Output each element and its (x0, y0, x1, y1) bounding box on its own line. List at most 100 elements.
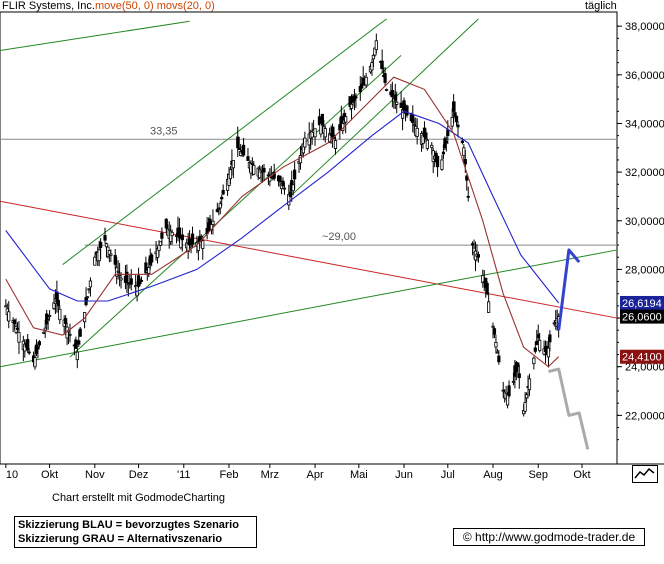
candle-body (536, 334, 540, 338)
candle-body (88, 280, 93, 288)
candlestick (113, 249, 117, 270)
candlestick (272, 163, 276, 181)
candle-body (17, 331, 21, 343)
candle-body (415, 127, 419, 137)
price-label-bg (620, 349, 664, 364)
candlestick (320, 113, 324, 126)
candle-body (465, 175, 469, 181)
candle-body (241, 144, 246, 156)
candlestick (411, 105, 415, 133)
candle-body (250, 163, 254, 166)
candle-body (77, 340, 81, 345)
candle-body (303, 137, 307, 148)
candle-body (164, 218, 168, 229)
candle-body (507, 385, 511, 397)
candlestick (380, 49, 384, 74)
candle-body (116, 270, 120, 273)
candlestick (323, 125, 327, 143)
candle-body (430, 144, 434, 148)
candlestick (476, 251, 481, 263)
candlestick (136, 267, 141, 289)
candle-body (288, 191, 292, 197)
candle-body (78, 328, 82, 337)
candle-body (405, 105, 409, 116)
candle-body (425, 139, 429, 149)
chart-credit: Chart erstellt mit GodmodeCharting (52, 492, 226, 504)
candlestick (415, 118, 419, 145)
candle-body (282, 187, 287, 190)
candle-body (495, 351, 499, 354)
price-label-bg (620, 309, 664, 324)
candle-body (460, 140, 464, 143)
candle-body (374, 40, 378, 51)
candlestick (158, 241, 163, 247)
candlestick (310, 122, 314, 145)
candle-body (231, 160, 235, 169)
website-link[interactable]: © http://www.godmode-trader.de (453, 528, 645, 546)
candle-body (246, 156, 250, 161)
candle-body (180, 234, 184, 241)
x-tick-label: Mai (350, 469, 368, 481)
x-tick-label: Dez (129, 469, 149, 481)
candle-body (546, 347, 551, 358)
candle-body (158, 241, 163, 246)
candle-body (494, 341, 498, 348)
candlestick (374, 33, 378, 54)
candle-body (532, 357, 536, 365)
candlestick (109, 249, 113, 262)
candle-body (535, 340, 539, 345)
candlestick (361, 66, 365, 86)
candlestick (303, 131, 307, 150)
candle-body (27, 351, 31, 354)
candlestick (454, 115, 459, 126)
candle-body (252, 164, 256, 175)
candle-body (371, 54, 376, 60)
scenario-legend: Skizzierung BLAU = bevorzugtes Szenario … (14, 516, 257, 548)
candle-body (440, 159, 444, 170)
x-tick-label: 10 (6, 469, 18, 481)
x-tick-label: Aug (483, 469, 503, 481)
candlestick (435, 155, 440, 177)
candle-body (113, 255, 117, 265)
candlestick (313, 128, 317, 146)
candlestick (487, 292, 491, 313)
candle-body (298, 155, 303, 164)
candle-body (99, 241, 103, 248)
candlestick (495, 348, 499, 354)
candlestick (494, 334, 498, 354)
price-label-bg (620, 295, 664, 310)
candle-body (323, 128, 327, 138)
trend-line (0, 20, 190, 51)
candlestick (249, 160, 253, 180)
candlestick (424, 128, 428, 143)
candlestick (4, 299, 8, 308)
candlestick (47, 310, 52, 320)
candlestick (524, 392, 529, 402)
candlestick (220, 194, 224, 206)
candle-body (150, 254, 154, 263)
candle-body (64, 317, 68, 324)
candlestick (440, 154, 444, 171)
candle-body (466, 195, 470, 198)
candle-body (452, 101, 456, 112)
candlestick (497, 349, 501, 365)
candle-body (435, 156, 440, 168)
scenario-blue-path (557, 248, 581, 331)
candle-body (538, 339, 542, 352)
candlestick (231, 160, 235, 179)
candle-body (58, 308, 62, 321)
candle-body (454, 115, 459, 123)
candlestick (485, 281, 489, 296)
candle-body (157, 244, 161, 251)
candle-body (492, 328, 497, 335)
candlestick (58, 305, 62, 325)
candle-body (4, 305, 8, 308)
candlestick (180, 227, 184, 252)
y-tick-label: 30,0000 (625, 216, 664, 228)
candle-body (75, 351, 79, 361)
candlestick (354, 93, 358, 108)
candlestick (443, 136, 447, 151)
candle-body (476, 254, 481, 258)
candle-body (190, 233, 195, 245)
